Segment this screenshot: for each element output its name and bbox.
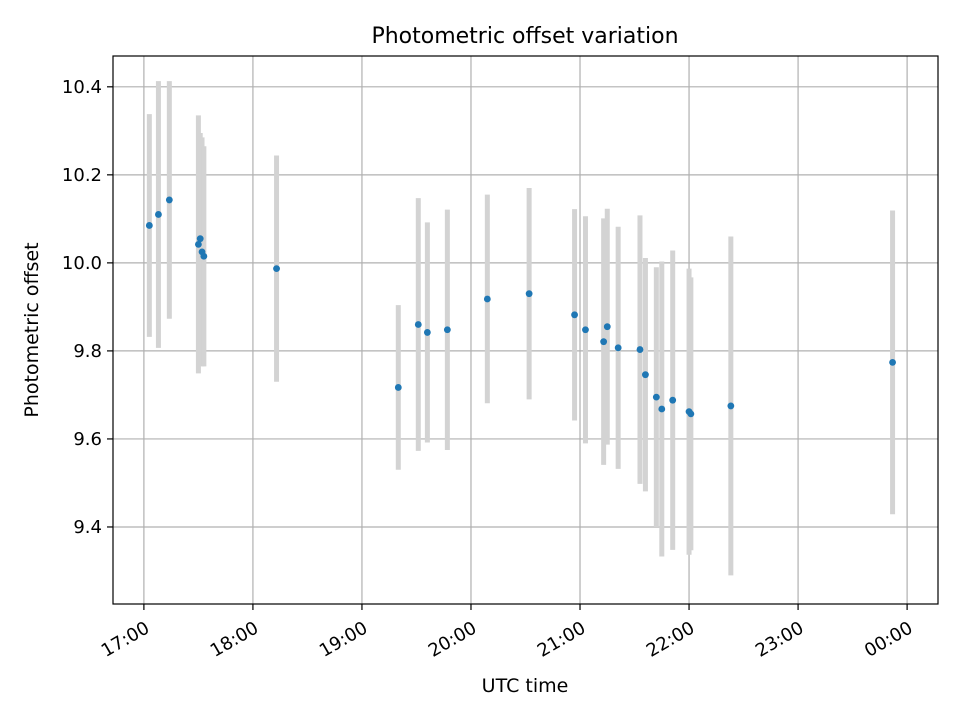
- x-tick-label: 17:00: [98, 618, 153, 662]
- x-axis-label: UTC time: [482, 675, 569, 697]
- y-tick-label: 9.6: [73, 429, 102, 450]
- data-point: [727, 402, 735, 410]
- x-tick-label: 22:00: [643, 618, 698, 662]
- data-point: [196, 235, 204, 243]
- data-point: [636, 346, 644, 353]
- data-point: [273, 265, 280, 272]
- y-tick-label: 10.2: [62, 165, 102, 186]
- data-point: [443, 326, 451, 334]
- plot-area-frame: [112, 55, 939, 605]
- data-point: [614, 344, 622, 352]
- data-point: [582, 326, 589, 334]
- x-tick-label: 18:00: [207, 618, 262, 662]
- data-point: [483, 295, 491, 303]
- y-axis-ticks: 9.4 9.6 9.8 10.0 10.2 10.4: [62, 77, 113, 538]
- data-point: [200, 252, 208, 260]
- data-point: [603, 323, 611, 331]
- x-tick-label: 23:00: [752, 618, 807, 662]
- data-point: [414, 321, 422, 328]
- x-tick-label: 20:00: [425, 618, 480, 662]
- data-point: [658, 405, 666, 413]
- data-point: [889, 358, 896, 366]
- x-tick-label: 21:00: [534, 618, 589, 662]
- chart-title: Photometric offset variation: [371, 24, 678, 49]
- x-tick-label: 00:00: [861, 618, 916, 662]
- data-point: [669, 396, 677, 404]
- data-point: [600, 338, 608, 346]
- y-tick-label: 10.4: [62, 77, 102, 98]
- data-point: [571, 311, 578, 319]
- y-tick-label: 10.0: [62, 253, 102, 274]
- data-points: [145, 196, 896, 418]
- data-point: [145, 222, 153, 229]
- data-point: [165, 196, 173, 204]
- error-bars: [146, 81, 896, 576]
- y-tick-label: 9.4: [73, 517, 102, 538]
- x-tick-label: 19:00: [316, 618, 371, 662]
- y-tick-label: 9.8: [73, 341, 102, 362]
- grid: [113, 56, 938, 604]
- data-point: [195, 240, 202, 248]
- data-point: [155, 211, 162, 218]
- data-point: [652, 393, 660, 401]
- data-point: [423, 329, 431, 336]
- data-point: [642, 371, 649, 379]
- y-axis-label: Photometric offset: [21, 242, 43, 417]
- data-point: [394, 384, 402, 391]
- x-axis-ticks: 17:00 18:00 19:00 20:00 21:00 22:00 23:00 00:00: [98, 604, 916, 662]
- data-point: [525, 290, 533, 298]
- data-point: [687, 410, 695, 418]
